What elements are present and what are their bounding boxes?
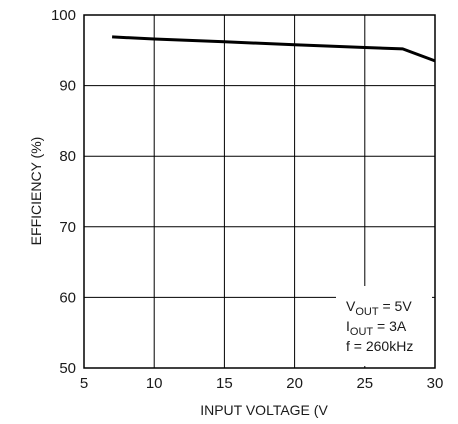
x-axis-title: INPUT VOLTAGE (V [200,402,328,418]
y-tick-label: 80 [59,148,76,165]
x-tick-label: 25 [356,375,373,392]
y-tick-label: 70 [59,219,76,236]
annotation-backdrop [336,286,432,366]
x-tick-label: 20 [286,375,303,392]
x-tick-label: 10 [146,375,163,392]
x-tick-label: 30 [427,375,444,392]
x-tick-label: 15 [216,375,233,392]
y-tick-label: 50 [59,360,76,377]
y-tick-labels: 50 60 70 80 90 100 [51,7,76,377]
x-tick-labels: 5 10 15 20 25 30 [80,375,444,392]
plot-frame [83,14,436,369]
conditions-annotation: VOUT = 5V IOUT = 3A f = 260kHz [336,286,432,366]
vout-label: VOUT = 5V [346,298,412,318]
y-tick-label: 90 [59,78,76,95]
frequency-label: f = 260kHz [346,338,413,354]
grid-lines [84,15,435,368]
x-tick-label: 5 [80,375,88,392]
y-axis-title: EFFICIENCY (%) [28,137,44,246]
iout-label: IOUT = 3A [346,318,407,338]
efficiency-line [112,35,436,63]
y-tick-label: 100 [51,7,76,24]
y-tick-label: 60 [59,289,76,306]
